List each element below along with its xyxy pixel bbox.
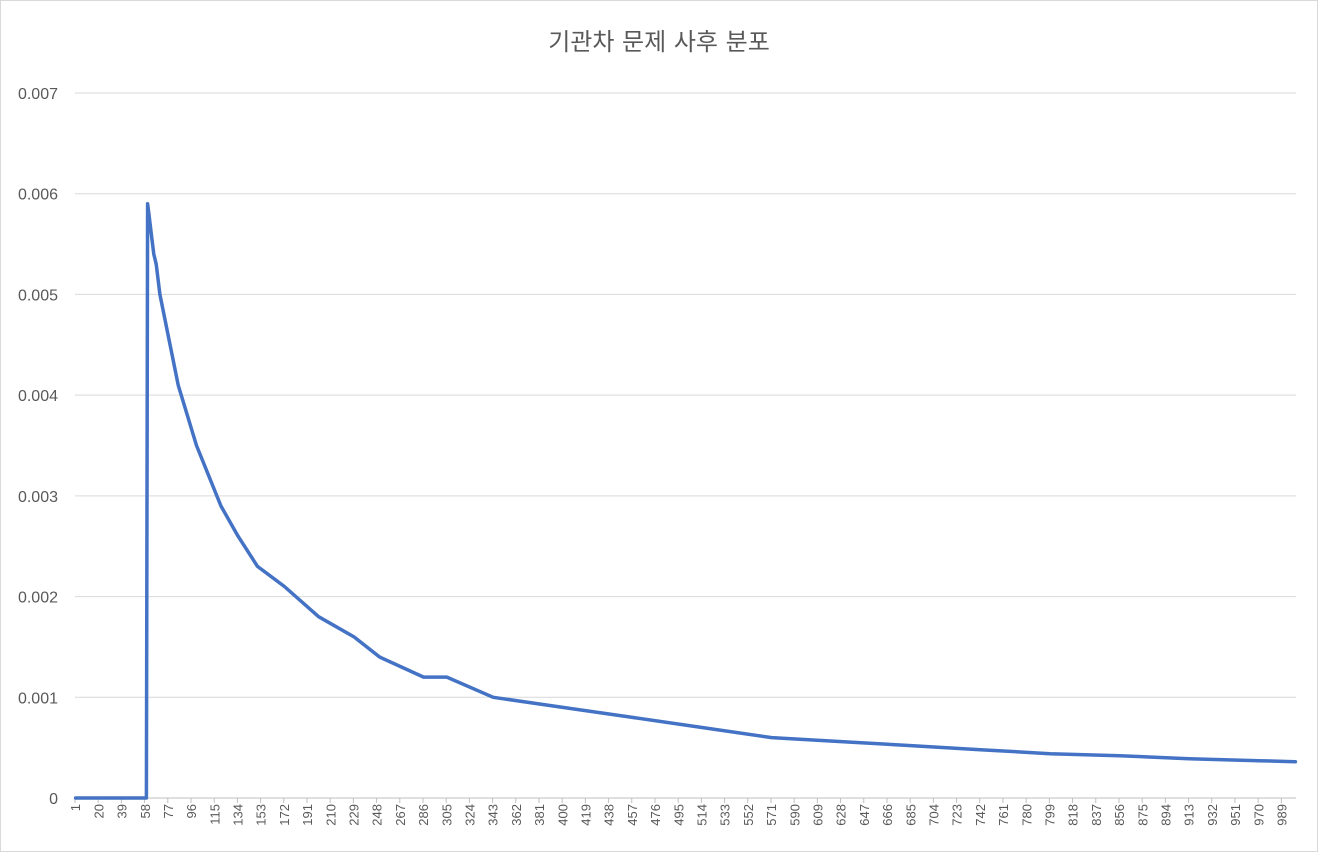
- x-tick-label: 267: [393, 804, 408, 826]
- x-tick-label: 951: [1228, 804, 1243, 826]
- x-tick-label: 20: [91, 804, 106, 818]
- x-tick-label: 153: [254, 804, 269, 826]
- x-tick-label: 400: [555, 804, 570, 826]
- x-tick-label: 704: [927, 804, 942, 826]
- x-tick-label: 495: [671, 804, 686, 826]
- x-tick-label: 1: [68, 804, 83, 811]
- x-axis: [74, 797, 1296, 803]
- x-tick-label: 742: [973, 804, 988, 826]
- x-tick-label: 799: [1043, 804, 1058, 826]
- x-axis-tick-labels: 1 20 39 58 77 96 115 134 153 172 191 210 229 248 267 28…: [68, 804, 1289, 826]
- x-tick-label: 39: [115, 804, 130, 818]
- x-tick-label: 685: [903, 804, 918, 826]
- x-tick-label: 723: [950, 804, 965, 826]
- x-tick-label: 761: [996, 804, 1011, 826]
- x-tick-label: 343: [486, 804, 501, 826]
- x-tick-label: 191: [300, 804, 315, 826]
- x-tick-label: 932: [1205, 804, 1220, 826]
- x-tick-label: 229: [347, 804, 362, 826]
- x-tick-label: 210: [323, 804, 338, 826]
- x-tick-label: 533: [718, 804, 733, 826]
- y-axis-tick-labels: 0 0.001 0.002 0.003 0.004 0.005 0.006 0.007: [18, 86, 58, 808]
- y-tick-label: 0.005: [18, 287, 58, 304]
- x-tick-label: 172: [277, 804, 292, 826]
- gridlines: [75, 92, 1296, 698]
- x-tick-label: 856: [1112, 804, 1127, 826]
- series-line: [73, 202, 1298, 800]
- x-tick-label: 381: [532, 804, 547, 826]
- x-tick-label: 286: [416, 804, 431, 826]
- chart-title: 기관차 문제 사후 분포: [548, 28, 770, 56]
- x-tick-label: 96: [184, 804, 199, 818]
- x-tick-label: 457: [625, 804, 640, 826]
- x-tick-label: 894: [1159, 804, 1174, 826]
- x-tick-label: 324: [463, 804, 478, 826]
- x-tick-label: 628: [834, 804, 849, 826]
- x-tick-label: 552: [741, 804, 756, 826]
- y-tick-label: 0: [49, 791, 58, 808]
- x-tick-label: 514: [695, 804, 710, 826]
- x-tick-label: 438: [602, 804, 617, 826]
- x-tick-label: 647: [857, 804, 872, 826]
- x-tick-label: 837: [1089, 804, 1104, 826]
- x-tick-label: 476: [648, 804, 663, 826]
- x-tick-label: 58: [138, 804, 153, 818]
- x-tick-label: 134: [231, 804, 246, 826]
- x-tick-label: 590: [787, 804, 802, 826]
- y-tick-label: 0.006: [18, 187, 58, 204]
- x-tick-label: 875: [1135, 804, 1150, 826]
- x-tick-label: 115: [207, 804, 222, 825]
- x-tick-label: 818: [1066, 804, 1081, 826]
- y-tick-label: 0.001: [18, 690, 58, 707]
- x-tick-label: 970: [1251, 804, 1266, 826]
- y-tick-label: 0.004: [18, 388, 58, 405]
- x-tick-label: 248: [370, 804, 385, 826]
- x-tick-label: 989: [1275, 804, 1290, 826]
- x-tick-label: 362: [509, 804, 524, 826]
- y-tick-label: 0.003: [18, 489, 58, 506]
- x-tick-label: 913: [1182, 804, 1197, 826]
- x-tick-label: 77: [161, 804, 176, 818]
- x-tick-label: 419: [579, 804, 594, 826]
- x-tick-label: 305: [439, 804, 454, 826]
- y-tick-label: 0.007: [18, 86, 58, 103]
- x-tick-label: 666: [880, 804, 895, 826]
- series-layer: [73, 202, 1298, 800]
- y-tick-label: 0.002: [18, 590, 58, 607]
- x-tick-label: 571: [764, 804, 779, 826]
- x-tick-label: 609: [811, 804, 826, 826]
- x-tick-label: 780: [1019, 804, 1034, 826]
